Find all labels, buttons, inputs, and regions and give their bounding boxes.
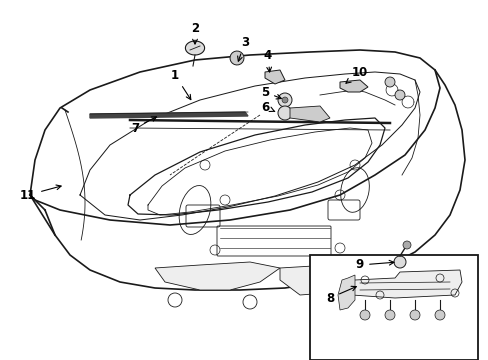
- Text: 7: 7: [131, 117, 156, 135]
- Polygon shape: [230, 51, 244, 65]
- Text: 8: 8: [325, 286, 356, 305]
- Text: 4: 4: [264, 49, 271, 72]
- Text: 2: 2: [190, 22, 199, 44]
- Polygon shape: [337, 275, 354, 310]
- Circle shape: [402, 241, 410, 249]
- Text: 11: 11: [20, 185, 61, 202]
- Circle shape: [278, 93, 291, 107]
- Polygon shape: [155, 262, 280, 290]
- Circle shape: [409, 310, 419, 320]
- Polygon shape: [185, 41, 204, 55]
- Circle shape: [434, 310, 444, 320]
- Text: 10: 10: [346, 66, 367, 83]
- Polygon shape: [339, 80, 367, 92]
- Circle shape: [278, 106, 291, 120]
- Bar: [309, 255, 477, 360]
- Polygon shape: [289, 106, 329, 122]
- Text: 3: 3: [237, 36, 248, 61]
- Circle shape: [384, 310, 394, 320]
- Circle shape: [359, 310, 369, 320]
- Polygon shape: [280, 265, 359, 295]
- Polygon shape: [264, 70, 285, 84]
- Polygon shape: [349, 270, 461, 298]
- Text: 6: 6: [260, 100, 274, 113]
- Text: 5: 5: [260, 86, 281, 99]
- Circle shape: [394, 90, 404, 100]
- Text: 1: 1: [171, 68, 190, 100]
- Circle shape: [384, 77, 394, 87]
- Circle shape: [282, 97, 287, 103]
- Text: 9: 9: [355, 258, 393, 271]
- Circle shape: [393, 256, 405, 268]
- Polygon shape: [90, 112, 247, 118]
